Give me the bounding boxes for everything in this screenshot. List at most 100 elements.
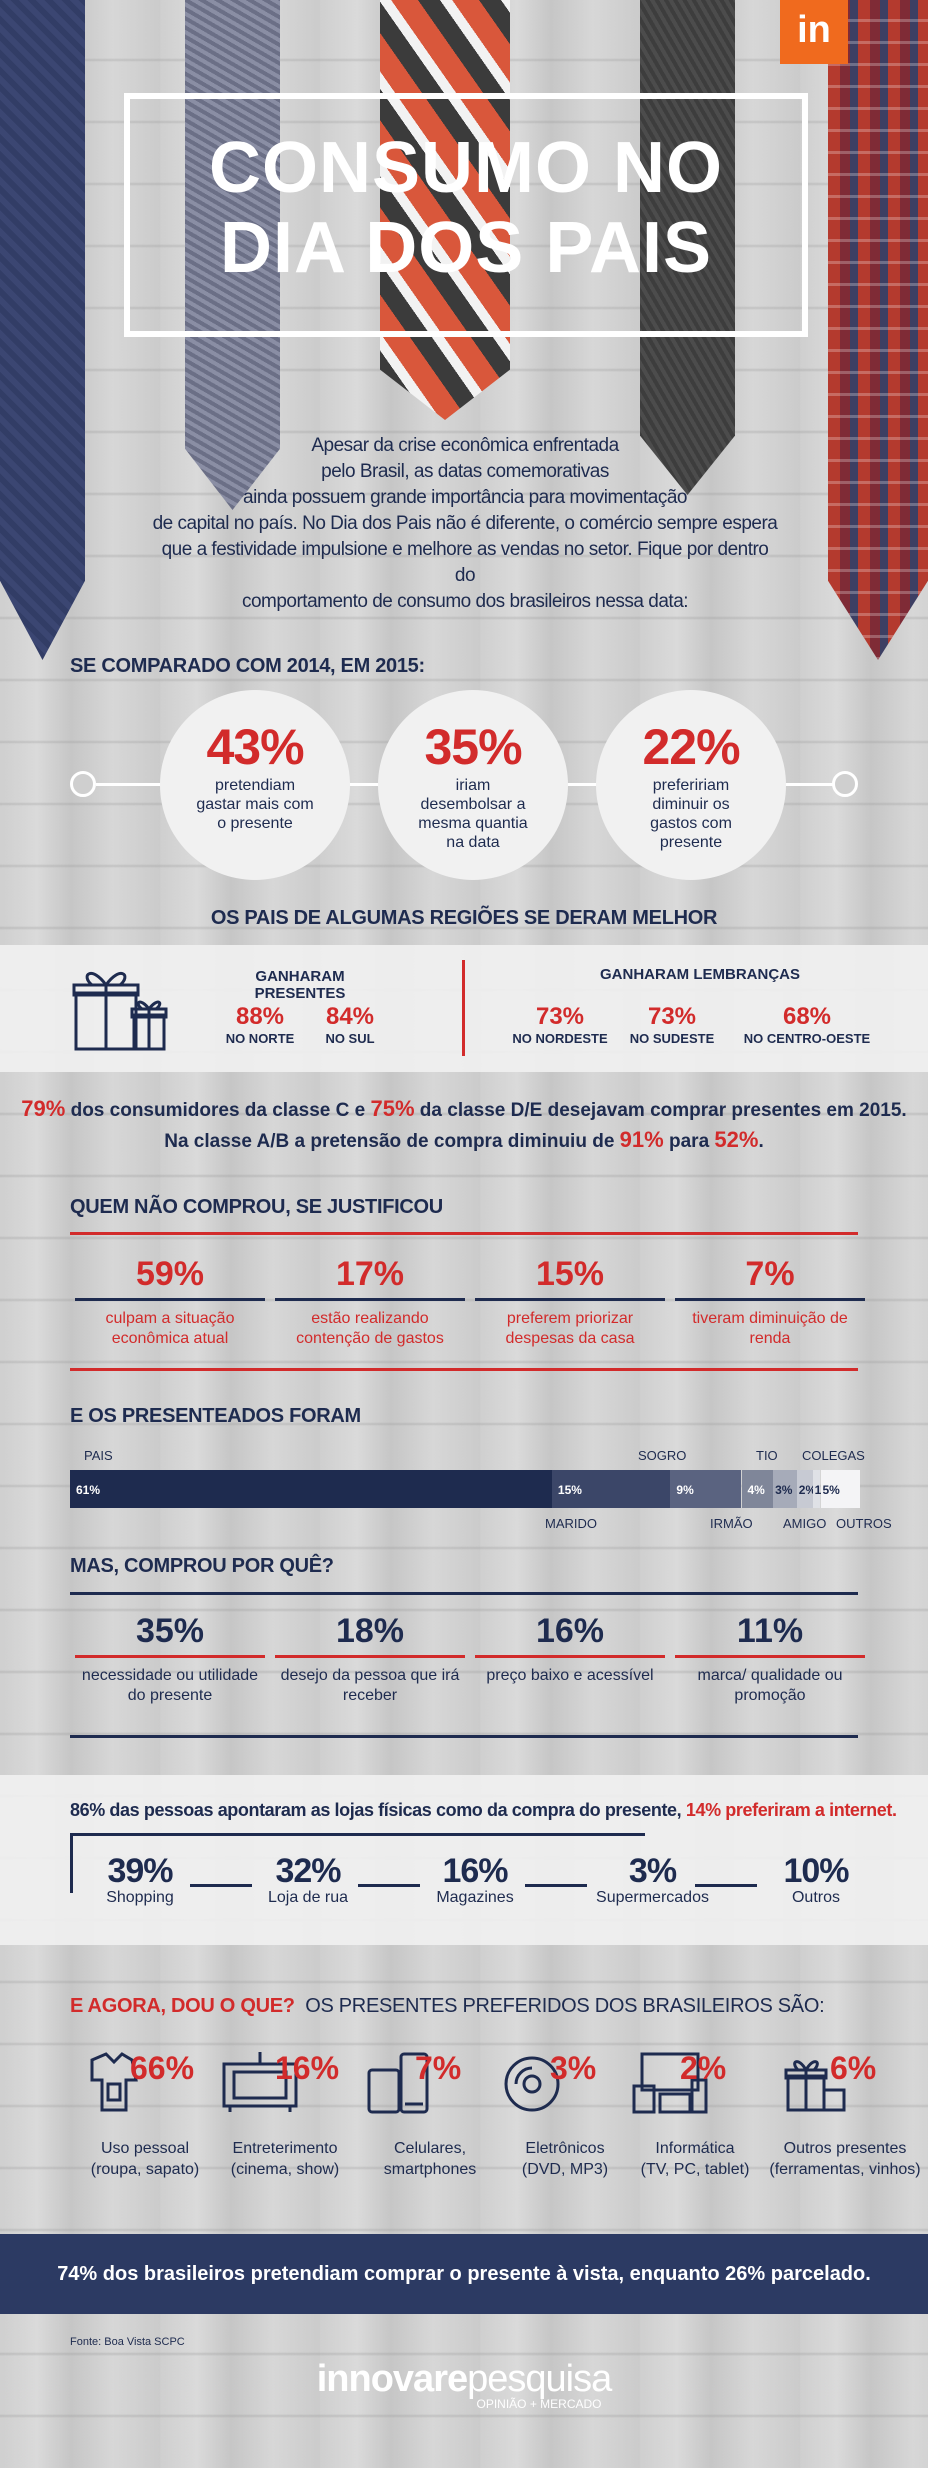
gift-label-line: (DVD, MP3) xyxy=(521,2161,609,2178)
region-stat: 84% NO SUL xyxy=(295,1003,405,1046)
region-label: NO NORDESTE xyxy=(512,1031,608,1046)
why-value: 16% xyxy=(475,1612,665,1658)
shirt-icon xyxy=(90,2052,138,2112)
store-stat: 3% Supermercados xyxy=(590,1852,715,1907)
payment-banner: 74% dos brasileiros pretendiam comprar o… xyxy=(0,2234,928,2314)
store-stat: 39% Shopping xyxy=(80,1852,200,1907)
why-value: 11% xyxy=(675,1612,865,1658)
source-note: Fonte: Boa Vista SCPC xyxy=(70,2336,185,2348)
brand-tagline: OPINIÃO + MERCADO xyxy=(476,2397,602,2411)
section-line xyxy=(70,1232,858,1235)
gifts-heading: E AGORA, DOU O QUE? OS PRESENTES PREFERI… xyxy=(70,1995,825,2018)
why-label: preço baixo e acessível xyxy=(486,1667,654,1684)
gift-label: Entreterimento (cinema, show) xyxy=(200,2138,370,2180)
bar-label: AMIGO xyxy=(783,1516,827,1531)
gift-value: 7% xyxy=(415,2050,462,2086)
store-value: 3% xyxy=(628,1852,677,1890)
tie-decoration xyxy=(828,0,928,660)
why-label: necessidade ou utilidade do presente xyxy=(81,1667,259,1704)
gift-icon xyxy=(784,2060,846,2112)
bar-label: PAIS xyxy=(84,1448,113,1463)
comparison-circle: 22% prefeririam diminuir os gastos com p… xyxy=(596,690,786,880)
class-stat-line: 79% dos consumidores da classe C e 75% d… xyxy=(0,1096,928,1122)
gift-label-line: (cinema, show) xyxy=(230,2161,340,2178)
store-separator xyxy=(190,1884,252,1887)
tie-decoration xyxy=(185,0,280,510)
store-label: Supermercados xyxy=(596,1889,709,1906)
brand-bold: innovare xyxy=(316,2358,468,2400)
store-stat: 16% Magazines xyxy=(415,1852,535,1907)
store-stat: 32% Loja de rua xyxy=(248,1852,368,1907)
store-value: 16% xyxy=(442,1852,508,1890)
stat-value: 75% xyxy=(370,1096,415,1121)
why-stat: 35% necessidade ou utilidade do presente xyxy=(75,1612,265,1706)
stat-value: 91% xyxy=(619,1127,664,1152)
region-value: 84% xyxy=(325,1003,375,1030)
tie-decoration xyxy=(380,0,510,420)
bar-segment: 5% xyxy=(820,1470,860,1508)
gift-label-line: Uso pessoal xyxy=(100,2140,190,2157)
gift-label-line: Celulares, xyxy=(393,2140,467,2157)
disc-icon xyxy=(504,2056,560,2112)
comparison-value: 43% xyxy=(206,719,304,775)
store-separator xyxy=(695,1884,757,1887)
store-label: Outros xyxy=(791,1889,840,1906)
why-stat: 16% preço baixo e acessível xyxy=(475,1612,665,1686)
title-line: CONSUMO NO xyxy=(209,128,723,208)
gift-value: 66% xyxy=(130,2050,195,2086)
why-label: marca/ qualidade ou promoção xyxy=(697,1667,843,1704)
why-label: desejo da pessoa que irá receber xyxy=(280,1667,460,1704)
store-separator xyxy=(358,1884,420,1887)
region-value: 73% xyxy=(535,1003,585,1030)
comparison-heading: SE COMPARADO COM 2014, EM 2015: xyxy=(70,655,425,677)
bar-segment: 9% xyxy=(670,1470,742,1508)
justify-label: tiveram diminuição de renda xyxy=(692,1310,848,1347)
gift-value: 3% xyxy=(550,2050,597,2086)
intro-line: Apesar da crise econômica enfrentada xyxy=(311,435,619,456)
class-stat-line: Na classe A/B a pretensão de compra dimi… xyxy=(0,1127,928,1153)
justify-value: 7% xyxy=(675,1255,865,1301)
region-stat: 88% NO NORTE xyxy=(205,1003,315,1046)
gift-label-line: smartphones xyxy=(383,2161,477,2178)
comparison-value: 35% xyxy=(424,719,522,775)
section-line xyxy=(70,1735,858,1738)
store-separator xyxy=(525,1884,587,1887)
stat-value: 52% xyxy=(714,1127,759,1152)
regions-heading: OS PAIS DE ALGUMAS REGIÕES SE DERAM MELH… xyxy=(210,907,718,929)
gift-icon xyxy=(72,972,168,1051)
phone-icon xyxy=(367,2052,429,2114)
footer-brand-logo: innovarepesquisa OPINIÃO + MERCADO xyxy=(0,2358,928,2411)
gift-label: Outros presentes (ferramentas, vinhos) xyxy=(760,2138,928,2180)
gift-label-line: Informática xyxy=(655,2140,735,2157)
justify-stat: 17% estão realizando contenção de gastos xyxy=(275,1255,465,1349)
why-stat: 18% desejo da pessoa que irá receber xyxy=(275,1612,465,1706)
comparison-value: 22% xyxy=(642,719,740,775)
why-heading: MAS, COMPROU POR QUÊ? xyxy=(70,1555,334,1577)
tie-decoration xyxy=(0,0,85,660)
stat-text: Na classe A/B a pretensão de compra dimi… xyxy=(164,1131,620,1152)
tv-icon xyxy=(222,2052,298,2112)
region-value: 68% xyxy=(782,1003,832,1030)
region-label: NO NORTE xyxy=(225,1031,295,1046)
title-line: DIA DOS PAIS xyxy=(219,208,713,288)
souvenirs-title: GANHARAM LEMBRANÇAS xyxy=(600,966,800,983)
store-value: 10% xyxy=(783,1852,849,1890)
stores-lead-text: 86% das pessoas apontaram as lojas físic… xyxy=(70,1800,686,1820)
gift-label-line: Eletrônicos xyxy=(525,2140,605,2157)
presents-title: GANHARAM PRESENTES xyxy=(254,968,346,1002)
intro-line: ainda possuem grande importância para mo… xyxy=(243,487,687,508)
gift-label-line: Outros presentes xyxy=(783,2140,907,2157)
comparison-label: pretendiam gastar mais com o presente xyxy=(196,777,314,832)
bar-segment: 1% xyxy=(812,1470,832,1508)
justify-value: 17% xyxy=(275,1255,465,1301)
gift-label-line: Entreterimento xyxy=(232,2140,338,2157)
stores-line xyxy=(70,1833,645,1836)
stores-bracket xyxy=(70,1833,73,1893)
gift-label-line: (TV, PC, tablet) xyxy=(640,2161,750,2178)
justify-heading: QUEM NÃO COMPROU, SE JUSTIFICOU xyxy=(70,1196,443,1218)
timeline-end-dot xyxy=(832,771,858,797)
justify-value: 59% xyxy=(75,1255,265,1301)
gift-label: Eletrônicos (DVD, MP3) xyxy=(480,2138,650,2180)
gift-label: Celulares, smartphones xyxy=(345,2138,515,2180)
store-label: Shopping xyxy=(106,1889,174,1906)
